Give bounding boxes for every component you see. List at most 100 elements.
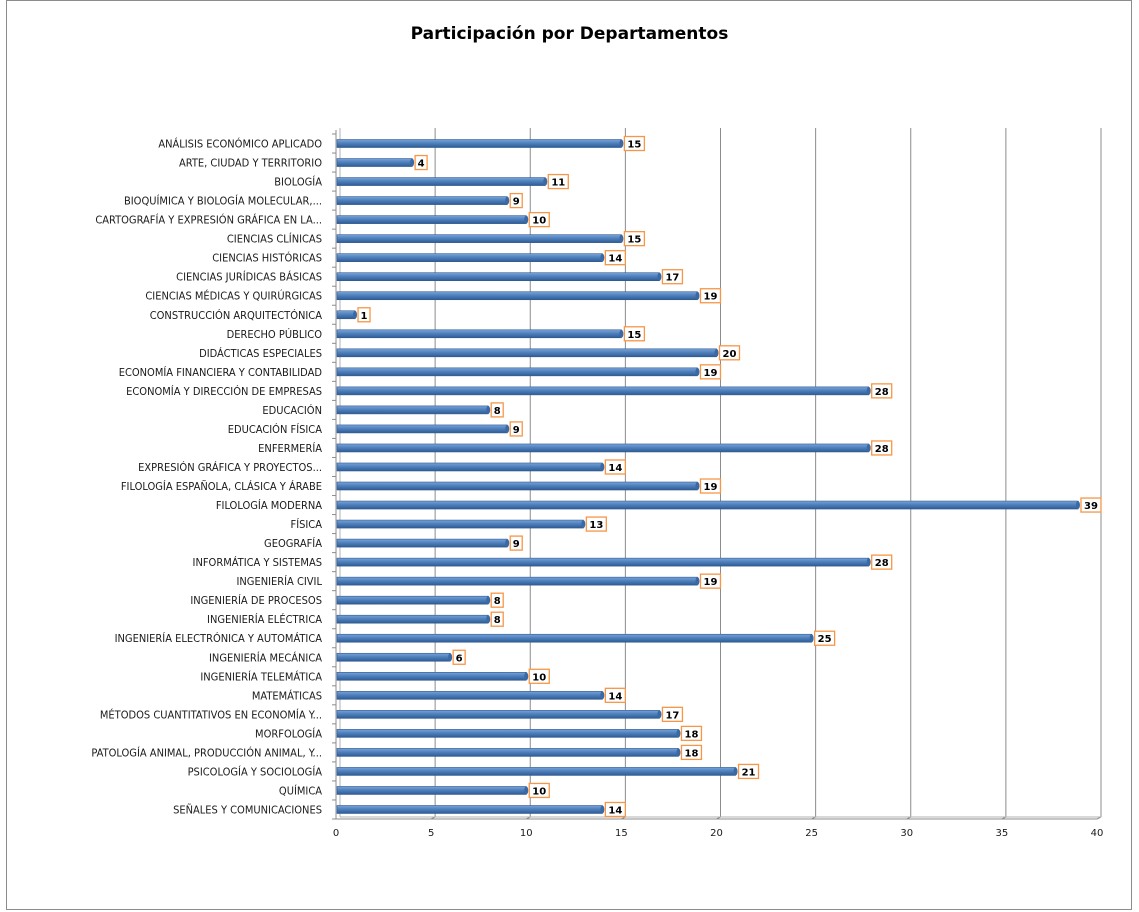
- bar-cap: [866, 558, 871, 567]
- bar-cap: [581, 520, 586, 529]
- bar: [336, 234, 622, 243]
- bar: [336, 729, 679, 738]
- data-label: 9: [513, 197, 520, 208]
- bar: [336, 462, 603, 472]
- data-label: 15: [627, 330, 641, 341]
- chart-frame: [6, 0, 1132, 910]
- category-label: INGENIERÍA DE PROCESOS: [190, 594, 322, 607]
- data-label: 14: [608, 463, 622, 474]
- data-label: 19: [704, 482, 718, 493]
- data-label-box: [490, 611, 504, 627]
- data-label: 8: [494, 615, 501, 626]
- data-label: 13: [589, 520, 603, 531]
- bar: [336, 519, 584, 529]
- category-label: INGENIERÍA ELECTRÓNICA Y AUTOMÁTICA: [115, 632, 323, 645]
- category-label: CIENCIAS JURÍDICAS BÁSICAS: [176, 271, 322, 284]
- x-tick-label: 15: [615, 828, 628, 839]
- bar-cap: [524, 215, 529, 224]
- data-label-box: [604, 250, 626, 266]
- x-tick-label: 25: [805, 828, 818, 839]
- bar: [336, 310, 356, 320]
- data-label-box: [509, 535, 523, 551]
- bar: [336, 348, 717, 358]
- bar: [336, 500, 1079, 510]
- data-label-box: [1080, 497, 1102, 513]
- bar-cap: [695, 577, 700, 586]
- category-label: ECONOMÍA Y DIRECCIÓN DE EMPRESAS: [126, 385, 322, 398]
- data-label-box: [623, 135, 646, 152]
- data-label: 6: [456, 653, 463, 664]
- category-label: DERECHO PÚBLICO: [227, 328, 323, 341]
- data-label: 9: [513, 539, 520, 550]
- data-label: 1: [361, 311, 368, 322]
- bar: [336, 158, 413, 167]
- category-label: INGENIERÍA CIVIL: [236, 575, 322, 588]
- bar: [336, 196, 508, 205]
- data-label: 14: [608, 691, 622, 702]
- data-labels: 15 4 11 9 10 15 14 17 19 1 15 20 19 28 8 9 28 14 19 39 13 9 28…: [357, 135, 1102, 818]
- category-label: CARTOGRAFÍA Y EXPRESIÓN GRÁFICA EN LA...: [95, 214, 322, 227]
- data-label-box: [680, 744, 703, 761]
- bar: [336, 481, 698, 491]
- data-label: 9: [513, 425, 520, 436]
- x-tick-labels: 0 5 10 15 20 25 30 35 40: [333, 828, 1104, 839]
- bar-cap: [809, 634, 814, 643]
- x-tick-label: 35: [996, 828, 1009, 839]
- bar: [336, 614, 489, 624]
- bar-cap: [486, 615, 491, 624]
- x-tick-label: 30: [900, 828, 913, 839]
- bar-cap: [676, 729, 681, 738]
- data-label: 28: [875, 558, 889, 569]
- bar-cap: [619, 139, 624, 148]
- data-label: 15: [627, 235, 641, 246]
- data-label: 28: [875, 387, 889, 398]
- category-label: CONSTRUCCIÓN ARQUITECTÓNICA: [150, 309, 322, 322]
- bar-cap: [524, 672, 529, 681]
- data-label: 21: [742, 767, 756, 778]
- bar: [336, 710, 660, 719]
- bar: [336, 538, 508, 548]
- data-label: 17: [665, 273, 679, 284]
- data-label: 39: [1084, 501, 1098, 512]
- bar: [336, 633, 812, 643]
- category-label: MATEMÁTICAS: [252, 689, 322, 702]
- category-label: CIENCIAS CLÍNICAS: [227, 233, 322, 246]
- category-labels: ANÁLISIS ECONÓMICO APLICADO ARTE, CIUDAD …: [91, 138, 322, 817]
- data-label-box: [547, 173, 569, 190]
- bar: [336, 405, 489, 415]
- data-label: 19: [704, 292, 718, 303]
- bar: [336, 329, 622, 339]
- data-label-box: [585, 516, 607, 532]
- data-label-box: [528, 782, 550, 799]
- bar-cap: [524, 786, 529, 795]
- data-label-box: [414, 154, 428, 171]
- data-label-box: [357, 307, 371, 323]
- bar-cap: [600, 691, 605, 700]
- category-label: FILOLOGÍA MODERNA: [216, 499, 322, 512]
- data-label-box: [452, 649, 466, 665]
- x-tick-label: 0: [333, 828, 339, 839]
- bar: [336, 367, 698, 377]
- data-label-box: [699, 364, 722, 380]
- bar: [336, 443, 870, 453]
- data-label: 14: [608, 805, 622, 816]
- bar: [336, 595, 489, 605]
- data-label: 10: [532, 786, 546, 797]
- data-label-box: [528, 668, 550, 684]
- bar-cap: [448, 653, 453, 662]
- bar-cap: [505, 196, 510, 205]
- category-label: BIOLOGÍA: [274, 176, 322, 189]
- bar-cap: [866, 386, 871, 395]
- bar: [336, 215, 527, 224]
- data-label: 20: [723, 349, 737, 360]
- category-label: GEOGRAFÍA: [264, 537, 322, 550]
- data-label-box: [604, 801, 626, 818]
- data-label: 25: [818, 634, 832, 645]
- x-tick-label: 20: [710, 828, 723, 839]
- data-label-box: [623, 326, 646, 342]
- data-label-box: [737, 763, 760, 780]
- data-label: 8: [494, 596, 501, 607]
- data-label: 19: [704, 368, 718, 379]
- data-label-box: [699, 288, 722, 304]
